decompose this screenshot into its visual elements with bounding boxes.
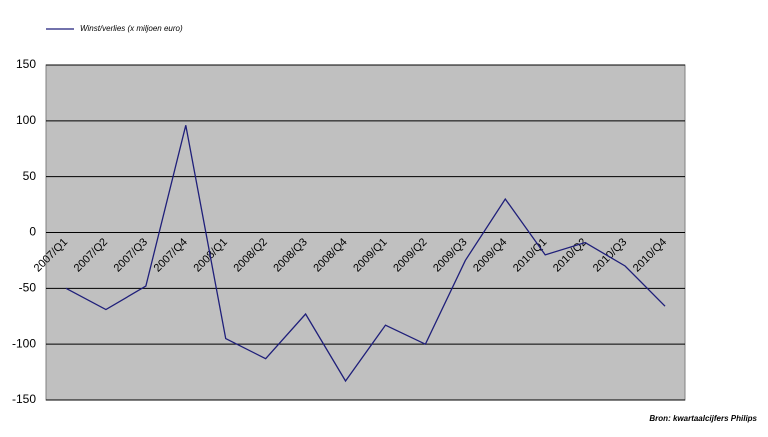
source-note: Bron: kwartaalcijfers Philips [649, 414, 757, 423]
data-line [65, 125, 666, 383]
y-tick-label: 50 [23, 169, 37, 183]
y-tick-label: -50 [19, 281, 37, 295]
y-tick-label: -100 [12, 336, 36, 350]
legend-label: Winst/verlies (x miljoen euro) [80, 24, 183, 33]
y-tick-label: 0 [29, 225, 36, 239]
y-tick-label: 150 [16, 57, 36, 71]
y-tick-label: 100 [16, 113, 36, 127]
y-tick-label: -150 [12, 392, 36, 406]
